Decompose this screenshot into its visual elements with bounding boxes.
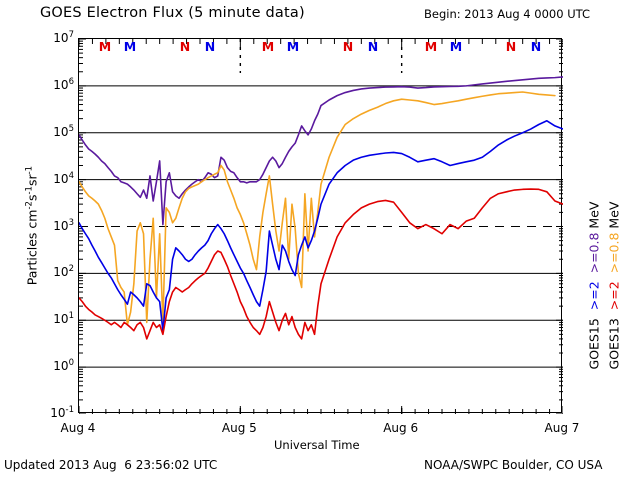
top-marker-m: M (123, 39, 137, 54)
y-tick-label: 101 (53, 311, 74, 327)
updated-timestamp: Updated 2013 Aug 6 23:56:02 UTC (4, 458, 218, 472)
legend-goes13: GOES13 >=2 >=0.8 MeV (607, 171, 622, 401)
x-tick-label: Aug 6 (383, 421, 419, 435)
plot-area (78, 38, 563, 414)
x-tick-label: Aug 7 (544, 421, 580, 435)
top-marker-n: N (505, 39, 517, 54)
x-axis-title: Universal Time (274, 438, 360, 452)
legend-goes15-e08: >=0.8 (586, 232, 602, 274)
x-tick-label: Aug 5 (221, 421, 257, 435)
y-tick-label: 105 (53, 123, 74, 139)
top-marker-m: M (286, 39, 300, 54)
source-label: NOAA/SWPC Boulder, CO USA (424, 458, 603, 472)
legend-goes13-e2: >=2 (606, 281, 622, 311)
y-tick-label: 104 (53, 170, 74, 186)
legend-goes15: GOES15 >=2 >=0.8 MeV (587, 171, 602, 401)
series-line (79, 188, 563, 340)
x-tick-label: Aug 4 (60, 421, 96, 435)
y-tick-label: 100 (53, 358, 74, 374)
legend-goes13-satellite: GOES13 (606, 318, 622, 370)
series-line (79, 76, 563, 226)
y-tick-label: 106 (53, 76, 74, 92)
top-marker-n: N (367, 39, 379, 54)
legend-goes15-e2: >=2 (586, 281, 602, 311)
top-marker-m: M (449, 39, 463, 54)
chart-canvas (79, 39, 563, 414)
y-tick-label: 103 (53, 217, 74, 233)
top-marker-n: N (204, 39, 216, 54)
top-marker-m: M (424, 39, 438, 54)
y-axis-tick-labels: 107 106 105 104 103 102 101 100 10-1 (16, 0, 74, 480)
begin-time-label: Begin: 2013 Aug 4 0000 UTC (424, 7, 591, 21)
legend-goes13-unit: MeV (606, 201, 622, 229)
y-tick-label: 102 (53, 264, 74, 280)
top-marker-n: N (179, 39, 191, 54)
y-tick-label: 10-1 (50, 405, 74, 420)
legend-goes15-unit: MeV (586, 201, 602, 229)
series-line (79, 119, 563, 332)
top-marker-n: N (530, 39, 542, 54)
legend-goes13-e08: >=0.8 (606, 232, 622, 274)
top-marker-m: M (98, 39, 112, 54)
legend-goes15-satellite: GOES15 (586, 318, 602, 370)
y-tick-label: 107 (53, 30, 74, 45)
top-marker-m: M (261, 39, 275, 54)
top-marker-n: N (342, 39, 354, 54)
page-title: GOES Electron Flux (5 minute data) (40, 5, 305, 21)
series-line (79, 91, 556, 326)
